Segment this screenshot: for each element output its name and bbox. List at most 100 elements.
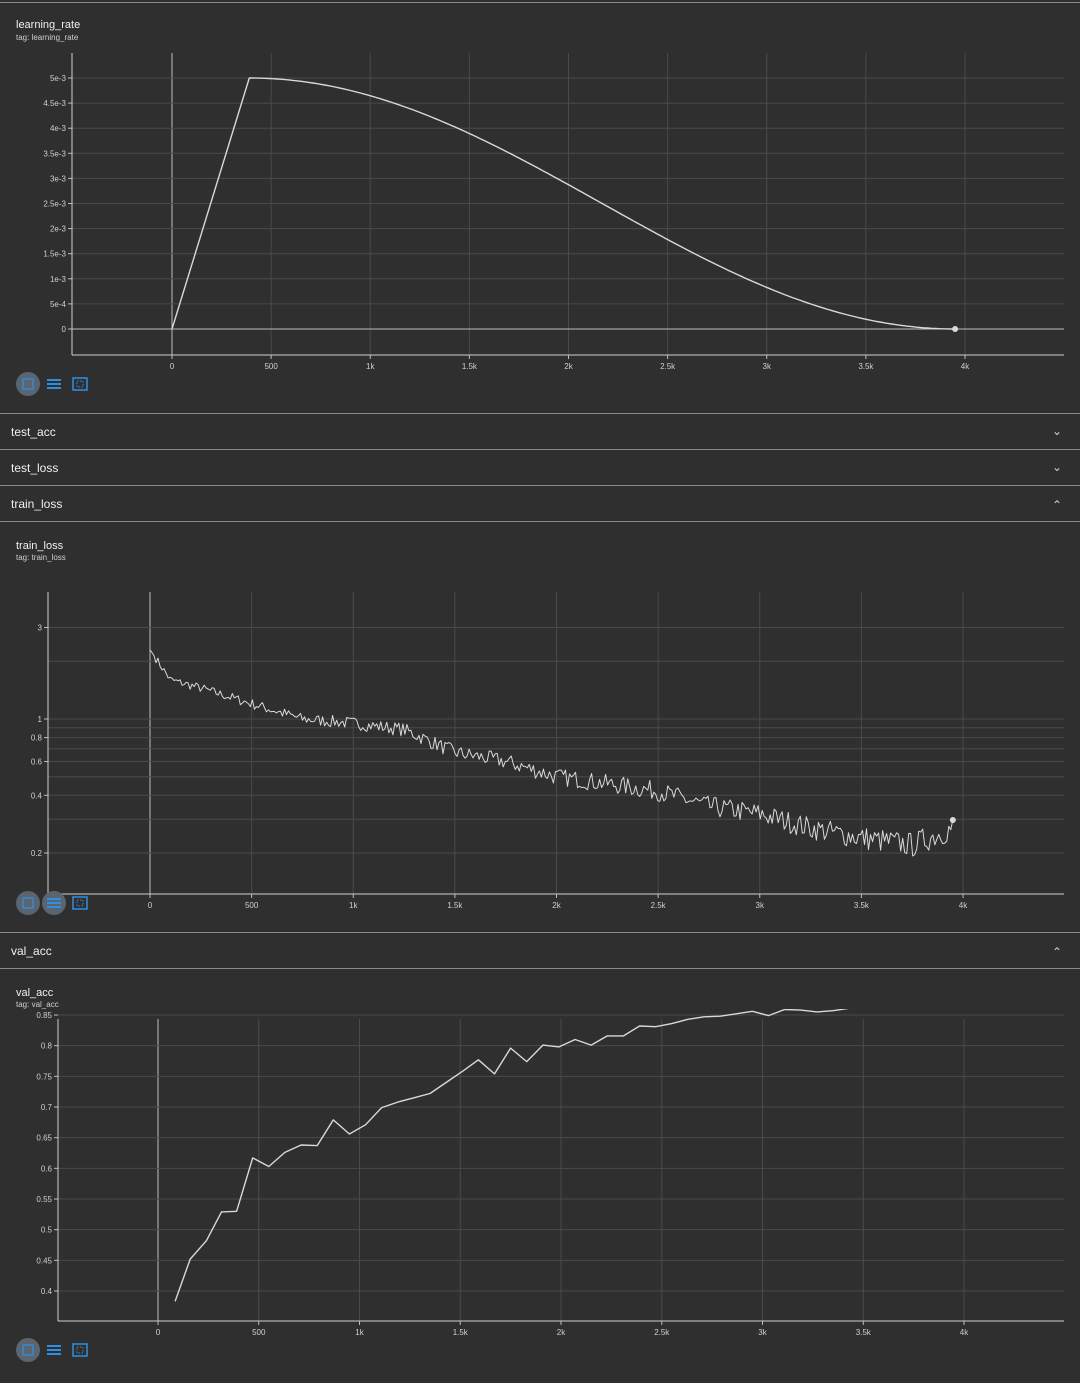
x-tick-label: 3.5k (856, 1328, 872, 1337)
x-tick-label: 2.5k (654, 1328, 670, 1337)
log-scale-icon (47, 898, 61, 908)
y-tick-label: 0.8 (41, 1042, 53, 1051)
x-tick-label: 1.5k (447, 901, 463, 910)
learning-rate-chart[interactable]: 0 5e-4 1e-3 1.5e-3 2e-3 2.5e-3 3e-3 3.5e-3 4e-3 4… (0, 41, 1080, 411)
y-tick-label: 3e-3 (50, 174, 67, 183)
y-tick-label: 0.55 (36, 1195, 52, 1204)
y-tick-label: 2.5e-3 (43, 200, 66, 209)
x-tick-label: 2k (557, 1328, 566, 1337)
series-end-point (949, 817, 956, 824)
val-acc-chart[interactable]: 0.4 0.45 0.5 0.55 0.6 0.65 0.7 0.75 0.8 0.85 0 500 1… (0, 1009, 1080, 1379)
section-label: val_acc (11, 944, 52, 958)
series-line (171, 77, 956, 330)
x-tick-label: 1k (355, 1328, 364, 1337)
y-tick-label: 5e-3 (50, 74, 67, 83)
chart-title: train_loss (16, 540, 64, 552)
y-tick-label: 5e-4 (50, 300, 67, 309)
log-scale-button[interactable] (42, 891, 66, 915)
fullscreen-button[interactable] (68, 1338, 92, 1362)
x-tick-label: 3k (763, 362, 772, 371)
x-tick-label: 3k (758, 1328, 767, 1337)
fit-domain-button[interactable] (16, 891, 40, 915)
fullscreen-button[interactable] (68, 372, 92, 396)
x-tick-label: 500 (264, 362, 278, 371)
y-tick-label: 0.75 (36, 1072, 52, 1081)
y-tick-label: 0.4 (41, 1287, 53, 1296)
log-scale-button[interactable] (42, 372, 66, 396)
section-label: test_loss (11, 461, 59, 475)
y-tick-label: 4.5e-3 (43, 99, 66, 108)
chart-tag: tag: learning_rate (16, 33, 79, 42)
x-tick-label: 0 (170, 362, 175, 371)
y-tick-label: 0.7 (41, 1103, 53, 1112)
y-tick-label: 0.4 (31, 791, 43, 800)
chart-title: val_acc (16, 987, 54, 999)
x-tick-label: 4k (961, 362, 970, 371)
fullscreen-button[interactable] (68, 891, 92, 915)
x-tick-label: 2.5k (651, 901, 667, 910)
y-tick-label: 1.5e-3 (43, 250, 66, 259)
chevron-down-icon: ⌄ (1051, 460, 1062, 474)
section-val-acc[interactable]: val_acc ⌃ (0, 932, 1080, 968)
x-tick-label: 2k (552, 901, 561, 910)
y-tick-label: 2e-3 (50, 225, 67, 234)
section-label: test_acc (11, 425, 56, 439)
chart-tag: tag: val_acc (16, 1000, 59, 1009)
y-tick-label: 0.5 (41, 1226, 53, 1235)
x-tick-label: 3.5k (858, 362, 874, 371)
y-tick-label: 0.8 (31, 734, 43, 743)
log-scale-icon (47, 379, 61, 389)
y-tick-label: 0.65 (36, 1134, 52, 1143)
fit-domain-button[interactable] (16, 1338, 40, 1362)
section-test-loss[interactable]: test_loss ⌄ (0, 449, 1080, 485)
y-tick-label: 0.2 (31, 849, 43, 858)
y-tick-label: 1 (38, 715, 43, 724)
x-tick-label: 2.5k (660, 362, 676, 371)
chart-tag: tag: train_loss (16, 553, 66, 562)
chart-card-train-loss: train_loss tag: train_loss 0.2 0.4 0.6 0.8 1… (0, 521, 1080, 931)
x-tick-label: 0 (148, 901, 153, 910)
chevron-up-icon: ⌃ (1051, 945, 1062, 959)
fullscreen-icon (72, 1343, 88, 1357)
series-end-point (952, 326, 959, 332)
train-loss-chart[interactable]: 0.2 0.4 0.6 0.8 1 3 0 500 1k 1.5k 2k 2.5k 3k 3.5k 4k (0, 562, 1080, 932)
chart-title: learning_rate (16, 19, 81, 31)
x-tick-label: 1.5k (462, 362, 478, 371)
x-tick-label: 3.5k (854, 901, 870, 910)
y-tick-label: 0.45 (36, 1256, 52, 1265)
y-tick-label: 0.6 (41, 1164, 53, 1173)
fit-domain-icon (22, 897, 34, 909)
chart-card-val-acc: val_acc tag: val_acc 0.4 0.45 0.5 0.55 0.6 0.… (0, 968, 1080, 1381)
x-tick-label: 1k (349, 901, 358, 910)
fullscreen-icon (72, 377, 88, 391)
series-line (174, 1009, 850, 1302)
section-test-acc[interactable]: test_acc ⌄ (0, 413, 1080, 449)
x-tick-label: 0 (156, 1328, 161, 1337)
x-tick-label: 1.5k (453, 1328, 469, 1337)
fit-domain-button[interactable] (16, 372, 40, 396)
section-train-loss[interactable]: train_loss ⌃ (0, 485, 1080, 521)
section-label: train_loss (11, 497, 63, 511)
y-tick-label: 0 (62, 325, 67, 334)
log-scale-button[interactable] (42, 1338, 66, 1362)
chevron-up-icon: ⌃ (1051, 498, 1062, 512)
chart-card-learning-rate: learning_rate tag: learning_rate 0 5e-4 1e… (0, 2, 1080, 412)
y-tick-label: 4e-3 (50, 124, 67, 133)
x-tick-label: 3k (756, 901, 765, 910)
y-tick-label: 0.85 (36, 1011, 52, 1020)
fit-domain-icon (22, 378, 34, 390)
x-tick-label: 4k (960, 1328, 969, 1337)
x-tick-label: 1k (366, 362, 375, 371)
y-tick-label: 3 (38, 624, 43, 633)
fullscreen-icon (72, 896, 88, 910)
y-tick-label: 3.5e-3 (43, 149, 66, 158)
series-line (149, 649, 954, 857)
x-tick-label: 500 (252, 1328, 266, 1337)
x-tick-label: 2k (564, 362, 573, 371)
chevron-down-icon: ⌄ (1051, 424, 1062, 438)
y-tick-label: 0.6 (31, 758, 43, 767)
fit-domain-icon (22, 1344, 34, 1356)
log-scale-icon (47, 1345, 61, 1355)
x-tick-label: 4k (959, 901, 968, 910)
x-tick-label: 500 (245, 901, 259, 910)
